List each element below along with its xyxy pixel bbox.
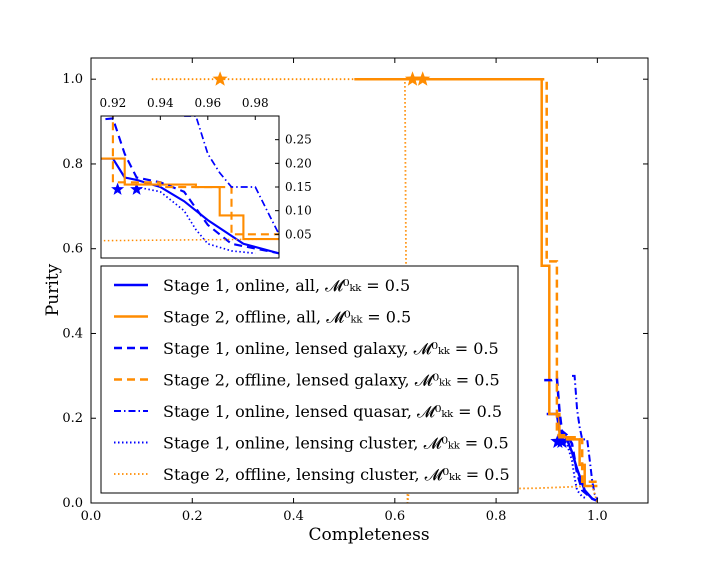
inset-y-tick-label: 0.10 xyxy=(285,204,312,218)
star-marker xyxy=(212,71,228,86)
series-line-2 xyxy=(356,77,598,488)
x-tick-label: 0.2 xyxy=(182,509,203,524)
legend-box xyxy=(100,265,519,494)
inset-y-tick-label: 0.25 xyxy=(285,133,312,147)
inset-y-tick-label: 0.05 xyxy=(285,227,312,241)
inset-series-line-6 xyxy=(136,186,256,255)
legend-label-5: Stage 1, online, lensed quasar, 𝓜⁰ₖₖ = 0… xyxy=(163,402,502,421)
inset-star-marker xyxy=(130,182,144,195)
series-line-5 xyxy=(572,374,599,500)
x-tick-label: 1.0 xyxy=(587,509,608,524)
series-line-6 xyxy=(561,438,588,500)
inset-x-tick-label: 0.98 xyxy=(242,96,269,110)
main-plot-area xyxy=(151,71,599,503)
x-tick-label: 0.6 xyxy=(384,509,405,524)
plot-frame xyxy=(90,57,649,504)
inset-star-marker xyxy=(111,182,125,195)
inset-series-line-4 xyxy=(111,116,279,236)
legend-label-6: Stage 1, online, lensing cluster, 𝓜⁰ₖₖ =… xyxy=(163,434,509,453)
inset-series-line-5 xyxy=(184,116,279,236)
legend-label-3: Stage 1, online, lensed galaxy, 𝓜⁰ₖₖ = 0… xyxy=(163,339,499,358)
inset-x-tick-label: 0.92 xyxy=(100,96,127,110)
inset-y-tick-label: 0.15 xyxy=(285,180,312,194)
series-line-3 xyxy=(544,376,594,500)
inset-plot: 0.92 0.94 0.96 0.98 0.05 0.10 0.15 0.20 0.25 xyxy=(100,96,312,259)
inset-series-group xyxy=(101,116,279,255)
series-line-7 xyxy=(151,78,599,503)
series-line-4 xyxy=(354,77,598,484)
y-tick-label: 0.0 xyxy=(62,496,83,511)
x-tick-label: 0.0 xyxy=(81,509,102,524)
star-marker xyxy=(554,433,570,448)
inset-series-line-1 xyxy=(101,157,279,255)
y-tick-label: 1.0 xyxy=(62,72,83,87)
main-axes: 0.0 0.2 0.4 0.6 0.8 1.0 0.0 0.2 0.4 0.6 0.8 1.0 xyxy=(62,57,649,524)
inset-series-line-3 xyxy=(101,117,279,255)
legend-label-4: Stage 2, offline, lensed galaxy, 𝓜⁰ₖₖ = … xyxy=(163,371,500,390)
y-tick-label: 0.8 xyxy=(62,157,83,172)
y-tick-label: 0.4 xyxy=(62,326,83,341)
y-tick-label: 0.6 xyxy=(62,242,83,257)
legend-label-2: Stage 2, offline, all, 𝓜⁰ₖₖ = 0.5 xyxy=(163,308,411,327)
x-axis-label: Completeness xyxy=(308,525,429,545)
legend-label-1: Stage 1, online, all, 𝓜⁰ₖₖ = 0.5 xyxy=(163,276,410,295)
inset-x-tick-label: 0.94 xyxy=(147,96,174,110)
y-tick-label: 0.2 xyxy=(62,411,83,426)
y-axis-label: Purity xyxy=(43,263,63,316)
inset-background xyxy=(101,116,279,258)
legend: Stage 1, online, all, 𝓜⁰ₖₖ = 0.5 Stage 2,… xyxy=(100,265,519,494)
inset-x-tick-label: 0.96 xyxy=(194,96,221,110)
x-tick-label: 0.8 xyxy=(486,509,507,524)
legend-label-7: Stage 2, offline, lensing cluster, 𝓜⁰ₖₖ … xyxy=(163,465,510,484)
x-tick-label: 0.4 xyxy=(283,509,304,524)
inset-y-tick-label: 0.20 xyxy=(285,156,312,170)
